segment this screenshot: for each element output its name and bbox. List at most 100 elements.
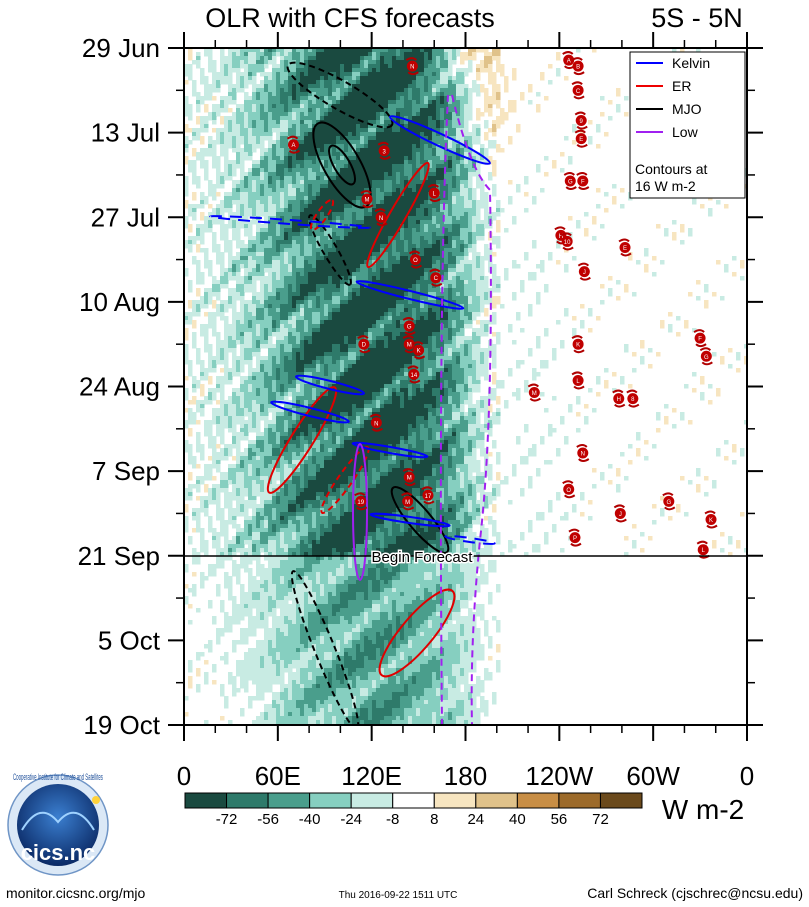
storm-marker-label: A [567,59,571,65]
storm-marker-label: E [623,246,627,252]
er-forecast-contour [320,445,370,515]
colorbar-tick-label: 40 [509,811,526,828]
y-axis: 29 Jun 13 Jul 27 Jul 10 Aug 24 Aug 7 Sep 21 Se… [78,33,763,740]
storm-marker-label: C [434,276,439,282]
er-contour [266,386,338,494]
kelvin-contour [351,441,429,459]
storm-marker: A [286,135,301,154]
y-tick-label: 24 Aug [79,372,160,402]
colorbar-swatch [392,792,435,809]
colorbar-swatch [267,792,311,809]
storm-marker-label: G [407,325,412,331]
er-contour [366,161,430,269]
storm-marker: 10 [560,232,574,251]
storm-marker-label: N [379,216,383,222]
storm-marker: N [374,208,388,227]
storm-marker-label: 8 [631,397,635,403]
storm-marker-label: M [532,391,537,397]
storm-marker-label: P [573,536,577,542]
storm-marker-label: K [709,518,713,524]
storm-marker: H [612,389,626,408]
storm-marker-label: J [619,512,622,518]
colorbar-tick-label: -40 [299,811,321,828]
legend-box [629,51,746,199]
footer-author: Carl Schreck (cjschrec@ncsu.edu) [587,885,803,901]
storm-marker-label: F [698,337,702,343]
legend-label: MJO [672,101,702,117]
colorbar-swatch [475,792,518,809]
storm-marker: 3 [377,141,391,160]
storm-marker: N [369,413,383,432]
storm-marker-label: L [702,548,706,554]
storm-marker: F [576,171,590,190]
kelvin-contour [295,374,365,396]
storm-marker-label: G [704,355,709,361]
footer-url: monitor.cicsnc.org/mjo [6,885,145,901]
footer-timestamp: Thu 2016-09-22 1511 UTC [339,890,458,901]
storm-marker: O [408,250,423,269]
y-tick-label: 5 Oct [98,625,161,655]
storm-marker: N [576,443,590,462]
colorbar-swatch [433,792,477,809]
kelvin-contour [389,115,491,165]
storm-marker: 19 [354,492,368,511]
storm-marker: C [429,268,443,287]
colorbar-swatch [226,792,269,809]
y-tick-label: 10 Aug [79,287,160,317]
storm-marker-label: 14 [411,373,418,379]
mjo-forecast-contour [290,570,360,725]
region-label: 5S - 5N [651,3,743,33]
x-tick-label: 60W [626,761,680,791]
y-tick-label: 21 Sep [78,541,160,571]
colorbar-tick-label: 8 [430,811,438,828]
storm-marker: O [562,480,576,499]
storm-marker: C [571,81,585,100]
storm-marker-label: M [364,198,369,204]
storm-marker: L [427,184,441,203]
chart-title: OLR with CFS forecasts [205,3,495,33]
storm-marker: G [563,171,577,190]
storm-marker: P [568,528,582,547]
storm-marker-label: D [362,343,367,349]
storm-marker: B [571,57,585,76]
low-forecast-contour [439,94,449,725]
storm-marker-label: M [407,476,412,482]
y-tick-label: 13 Jul [91,118,160,148]
storm-marker-label: F [581,179,585,185]
x-tick-label: 0 [177,761,191,791]
storm-marker-label: 10 [564,240,571,246]
storm-marker: K [704,510,718,529]
storm-marker-label: 17 [425,494,432,500]
colorbar-swatch [350,792,394,809]
colorbar-swatch [516,792,560,809]
x-tick-label: 0 [740,761,754,791]
wave-filter-contours [209,61,496,725]
colorbar-tick-label: -72 [216,811,238,828]
storm-marker-label: K [417,349,421,355]
storm-marker-label: 19 [357,500,364,506]
storm-marker-label: 9 [580,119,584,125]
storm-marker: K [571,335,585,354]
low-forecast-contour [451,94,492,725]
storm-marker: K [412,341,426,360]
storm-marker: G [402,317,416,336]
mjo-forecast-contour [308,214,352,286]
storm-marker-label: N [374,421,378,427]
storm-marker: 9 [574,111,588,130]
storm-marker: M [360,190,374,209]
storm-marker-label: O [566,488,571,494]
storm-marker: M [402,335,416,354]
x-axis: 0 60E 120E 180 120W 60W 0 [177,32,754,791]
storm-marker: 17 [421,486,435,505]
forecast-label: Begin Forecast [372,549,474,566]
mjo-contour [390,486,450,554]
cicsnc-logo: Cooperative Institute for Climate and Sa… [7,772,109,876]
storm-marker-label: E [579,137,583,143]
storm-marker: G [699,347,713,366]
storm-marker: M [402,468,416,487]
colorbar-swatch [599,792,643,809]
storm-marker-label: N [581,451,585,457]
storm-marker: F [693,329,707,348]
